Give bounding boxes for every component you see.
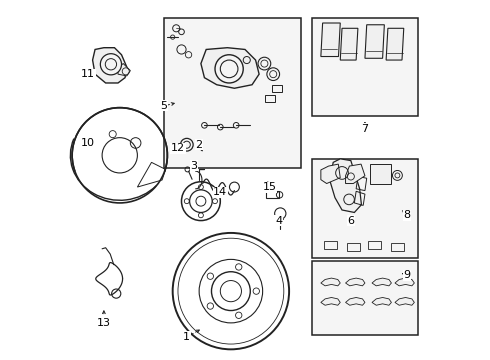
Polygon shape xyxy=(386,28,404,60)
Polygon shape xyxy=(345,278,365,286)
Polygon shape xyxy=(395,278,415,286)
Text: 5: 5 xyxy=(160,101,168,111)
Polygon shape xyxy=(93,48,127,83)
Bar xyxy=(392,243,404,251)
Bar xyxy=(312,159,418,258)
Polygon shape xyxy=(330,159,362,212)
Polygon shape xyxy=(372,297,392,305)
Bar xyxy=(265,95,274,102)
Polygon shape xyxy=(321,278,340,286)
Bar xyxy=(324,241,337,249)
Polygon shape xyxy=(321,164,340,184)
Bar xyxy=(347,243,360,251)
Polygon shape xyxy=(345,164,365,184)
Circle shape xyxy=(100,54,122,75)
Bar xyxy=(312,18,418,117)
Polygon shape xyxy=(321,297,340,305)
Polygon shape xyxy=(372,278,392,286)
Text: 6: 6 xyxy=(347,216,354,226)
Text: 11: 11 xyxy=(81,69,95,79)
Text: 13: 13 xyxy=(97,318,111,328)
Bar xyxy=(266,191,278,198)
Polygon shape xyxy=(395,297,415,305)
Bar xyxy=(368,241,381,249)
Circle shape xyxy=(215,55,243,83)
Bar xyxy=(272,85,282,92)
Polygon shape xyxy=(118,64,130,76)
Text: 10: 10 xyxy=(81,138,95,148)
Polygon shape xyxy=(201,48,259,88)
Polygon shape xyxy=(370,164,392,184)
Text: 12: 12 xyxy=(171,143,185,153)
Text: 4: 4 xyxy=(275,216,282,226)
Text: 1: 1 xyxy=(183,332,190,342)
Text: 14: 14 xyxy=(213,187,227,197)
Bar xyxy=(164,18,301,168)
Polygon shape xyxy=(340,28,358,60)
Polygon shape xyxy=(345,297,365,305)
Polygon shape xyxy=(321,23,340,57)
Bar xyxy=(312,261,418,335)
Text: 15: 15 xyxy=(263,182,277,192)
Text: 9: 9 xyxy=(404,270,411,280)
Text: 7: 7 xyxy=(362,124,368,134)
Text: 2: 2 xyxy=(196,140,203,150)
Text: 3: 3 xyxy=(190,161,197,171)
Text: 8: 8 xyxy=(404,210,411,220)
Polygon shape xyxy=(365,25,384,58)
